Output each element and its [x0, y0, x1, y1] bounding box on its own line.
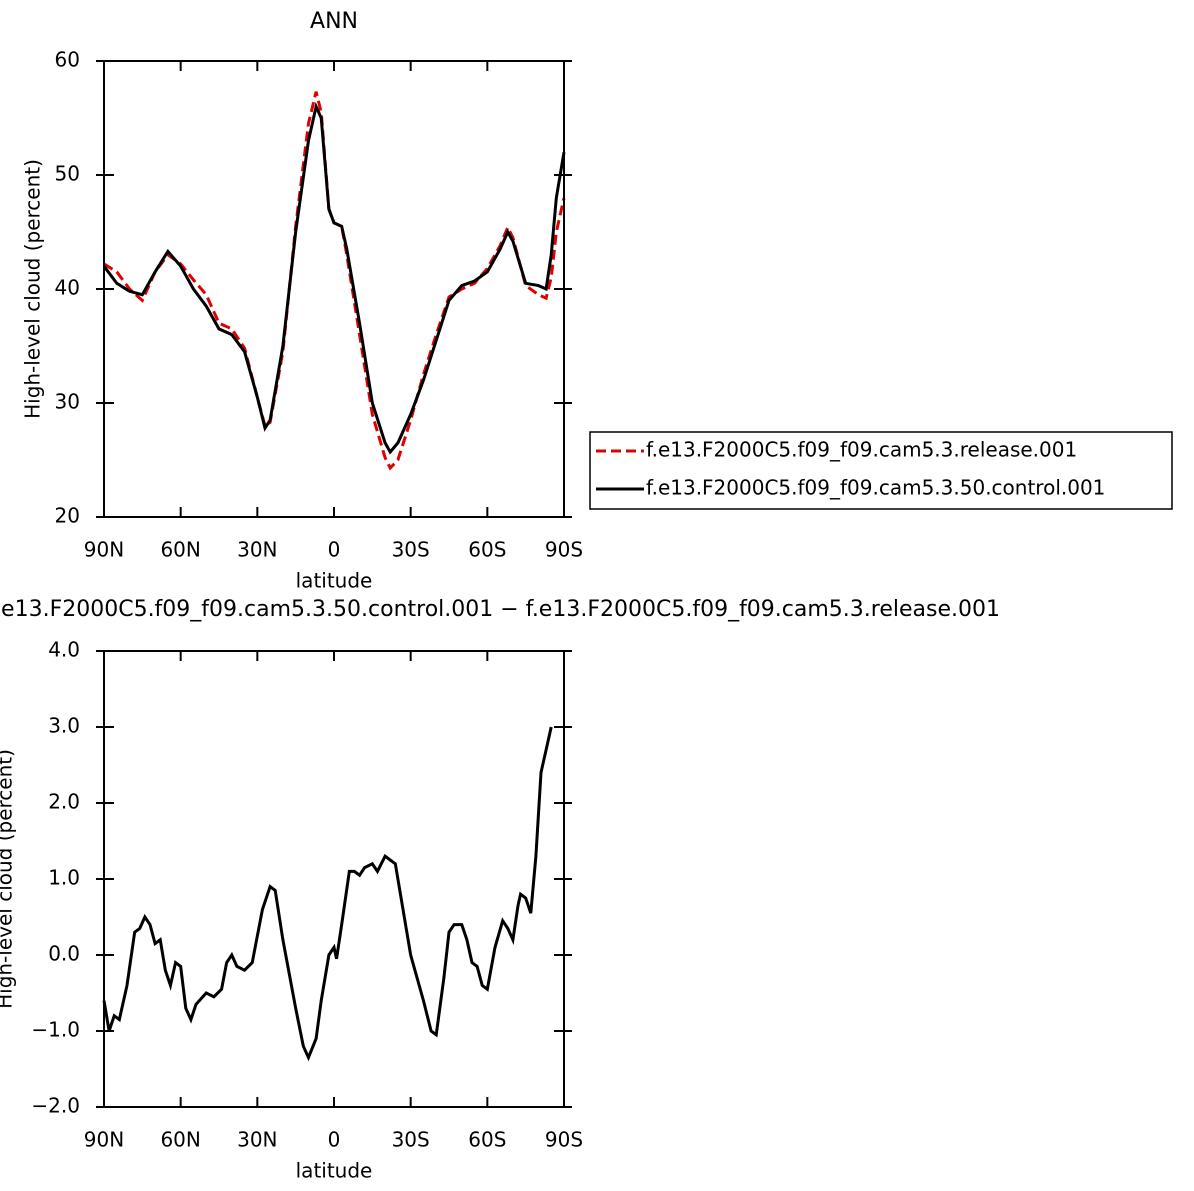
y-tick-label: 20 — [55, 504, 80, 528]
x-tick-label: 0 — [328, 538, 341, 562]
x-tick-label: 30N — [237, 538, 277, 562]
x-tick-label: 30N — [237, 1128, 277, 1152]
x-tick-label: 90N — [84, 1128, 124, 1152]
y-tick-label: 4.0 — [48, 638, 80, 662]
y-tick-label: 2.0 — [48, 790, 80, 814]
plot-frame — [103, 650, 565, 1108]
y-tick-label: 50 — [55, 162, 80, 186]
legend-label: f.e13.F2000C5.f09_f09.cam5.3.50.control.… — [646, 476, 1105, 500]
chart-title: ANN — [310, 9, 358, 34]
y-tick-label: 0.0 — [48, 942, 80, 966]
x-axis-label: latitude — [296, 1159, 373, 1183]
y-tick-label: 3.0 — [48, 714, 80, 738]
y-tick-label: 1.0 — [48, 866, 80, 890]
x-tick-label: 60S — [468, 1128, 506, 1152]
legend-label: f.e13.F2000C5.f09_f09.cam5.3.release.001 — [646, 438, 1077, 462]
plot-frame — [103, 60, 565, 518]
y-tick-label: 40 — [55, 276, 80, 300]
x-tick-label: 90S — [545, 538, 583, 562]
series-line — [103, 91, 566, 471]
legend-box — [589, 431, 1173, 510]
x-tick-label: 90N — [84, 538, 124, 562]
x-tick-label: 0 — [328, 1128, 341, 1152]
y-tick-label: 60 — [55, 48, 80, 72]
y-axis-label: High-level cloud (percent) — [0, 749, 17, 1009]
x-tick-label: 60N — [160, 538, 200, 562]
chart-title: f.e13.F2000C5.f09_f09.cam5.3.50.control.… — [0, 597, 1000, 622]
y-axis-label: High-level cloud (percent) — [21, 159, 45, 419]
x-tick-label: 30S — [392, 538, 430, 562]
x-axis-label: latitude — [296, 569, 373, 593]
y-tick-label: −2.0 — [31, 1094, 80, 1118]
x-tick-label: 60S — [468, 538, 506, 562]
y-tick-label: −1.0 — [31, 1018, 80, 1042]
series-line — [102, 726, 553, 1062]
x-tick-label: 90S — [545, 1128, 583, 1152]
x-tick-label: 60N — [160, 1128, 200, 1152]
y-tick-label: 30 — [55, 390, 80, 414]
x-tick-label: 30S — [392, 1128, 430, 1152]
series-line — [102, 101, 566, 455]
